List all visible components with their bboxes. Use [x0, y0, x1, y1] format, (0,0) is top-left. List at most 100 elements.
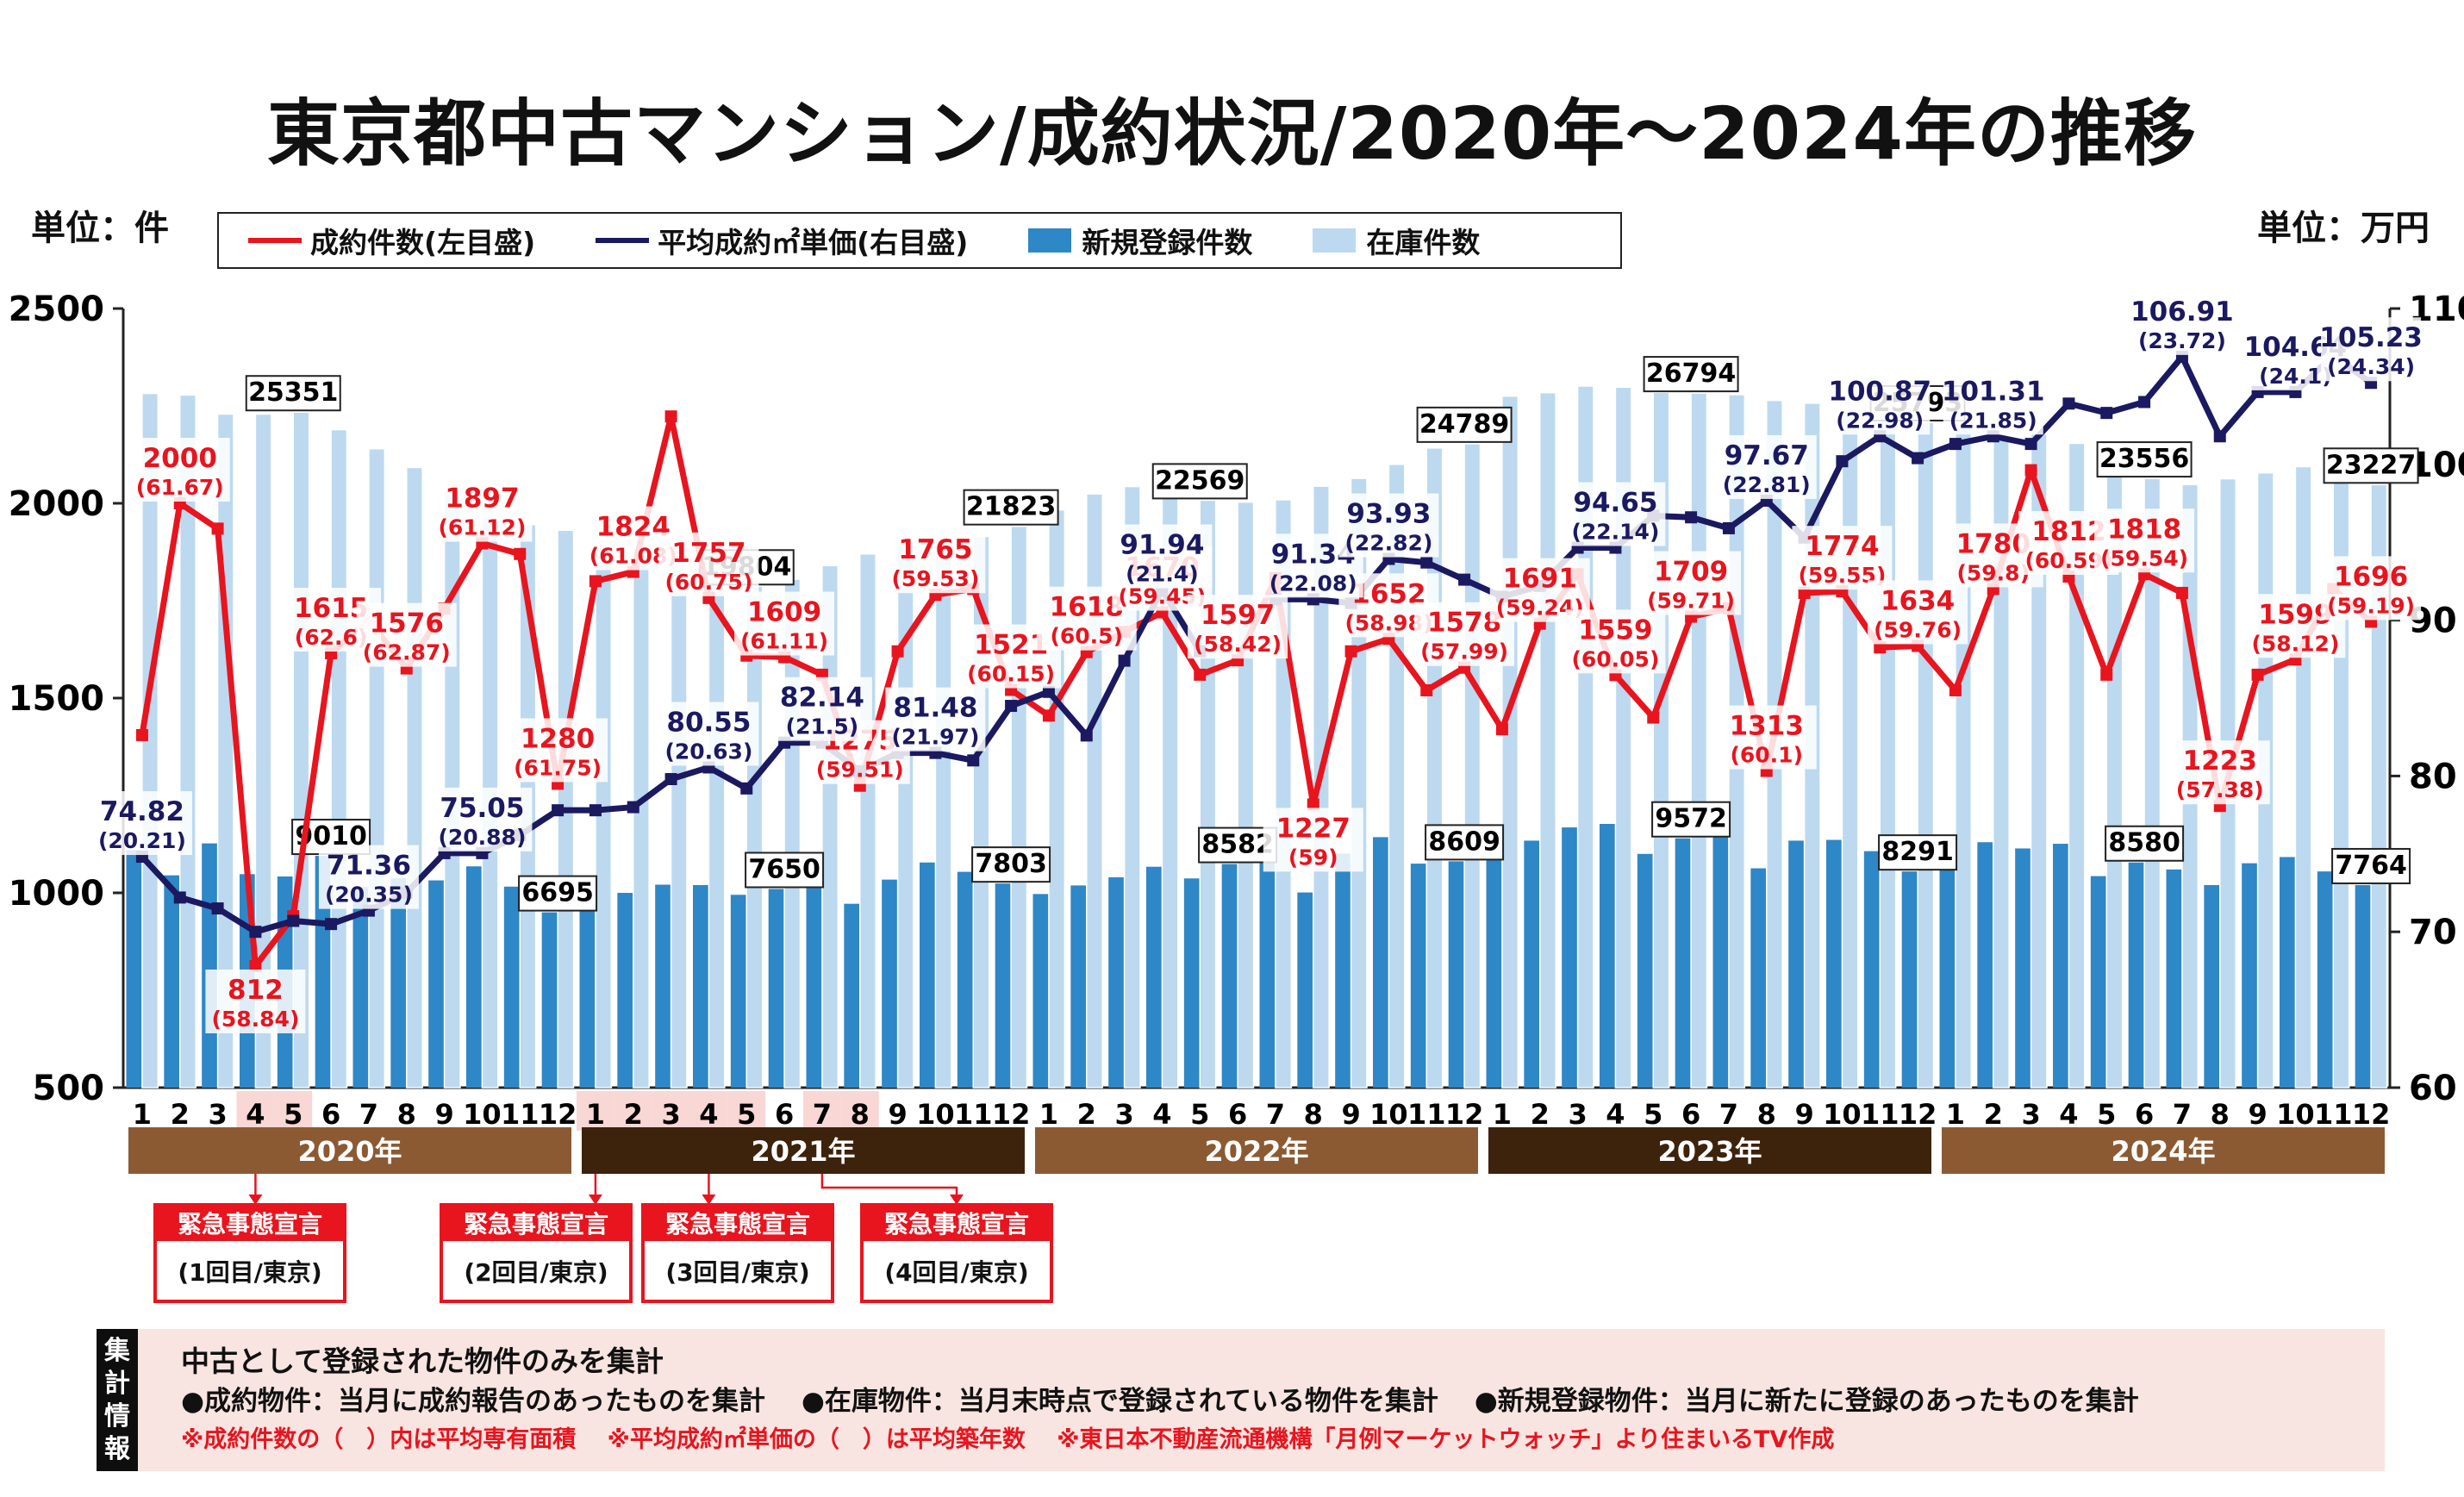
month-label: 2 [624, 1098, 643, 1131]
month-label: 10 [1369, 1098, 1408, 1131]
contracts-value-label: 1615 [294, 593, 368, 624]
contracts-value-label: 1599 [2258, 599, 2332, 630]
contracts-point [1344, 645, 1357, 658]
new-listings-bar [995, 883, 1012, 1088]
new-listings-bar [2053, 844, 2069, 1088]
new-listings-bar [1939, 851, 1956, 1088]
emergency-sub: (3回目/東京) [665, 1258, 809, 1287]
year-label: 2023年 [1657, 1135, 1762, 1168]
month-label: 11 [1861, 1098, 1899, 1131]
contracts-value-label-sub: (58.42) [1194, 632, 1282, 657]
inventory-bar [1841, 409, 1859, 1088]
contracts-value-label: 1897 [445, 483, 519, 515]
price-value-label-bg [658, 702, 759, 766]
contracts-value-label: 1280 [521, 723, 595, 754]
new-listings-bar [1259, 859, 1276, 1088]
contracts-point [514, 547, 527, 560]
emergency-sub: (1回目/東京) [178, 1258, 321, 1287]
month-label: 12 [539, 1098, 577, 1131]
contracts-value-label: 1223 [2183, 745, 2257, 777]
price-value-label-bg [1830, 371, 1931, 435]
contracts-value-label-bg [1716, 705, 1817, 770]
month-label: 5 [284, 1098, 303, 1131]
month-label: 11 [501, 1098, 540, 1131]
new-listings-bar [2015, 848, 2031, 1088]
new-listings-bar [503, 886, 521, 1088]
contracts-value-label: 1576 [370, 608, 444, 639]
legend-new-listings: 新規登録件数 [1028, 220, 1252, 261]
month-label: 10 [2276, 1098, 2315, 1131]
month-label: 9 [1794, 1098, 1813, 1131]
month-label: 1 [1946, 1098, 1965, 1131]
new-listings-bar [202, 843, 218, 1088]
price-value-label: 97.67 [1725, 440, 1809, 471]
new-listings-bar [1562, 827, 1578, 1088]
contracts-value-label-sub: (59.8) [1956, 560, 2030, 585]
price-point [1420, 556, 1433, 569]
new-listings-value-label: 7764 [2335, 851, 2407, 881]
contracts-value-label-bg [2321, 556, 2422, 621]
new-listings-value-label: 7650 [748, 854, 820, 884]
left-tick-label: 1000 [9, 874, 104, 914]
month-label: 7 [1719, 1098, 1738, 1131]
inventory-bar [330, 428, 348, 1088]
new-listings-bar [352, 887, 369, 1088]
contracts-value-label-sub: (57.99) [1420, 639, 1508, 664]
month-label: 1 [1493, 1098, 1512, 1131]
contracts-value-label-sub: (62.6) [295, 625, 368, 650]
price-value-label-bg [1716, 434, 1817, 499]
price-value-label: 91.94 [1120, 530, 1204, 561]
contracts-value-label-sub: (61.75) [514, 755, 602, 780]
price-point [664, 773, 677, 786]
contracts-point [589, 575, 602, 588]
inventory-bar [633, 547, 650, 1088]
new-listings-bar [1183, 878, 1201, 1088]
price-value-label-bg [2321, 317, 2422, 382]
new-listings-bar [1750, 868, 1767, 1088]
right-unit-label: 単位：万円 [2257, 209, 2430, 248]
month-label: 9 [2248, 1098, 2267, 1131]
new-listings-bar [806, 882, 822, 1088]
new-listings-bar [2166, 869, 2182, 1088]
month-label: 2 [171, 1098, 190, 1131]
contracts-value-label: 1618 [1050, 592, 1124, 623]
month-label: 1 [133, 1098, 152, 1131]
month-label: 8 [851, 1098, 870, 1131]
footer-tag-char: 報 [104, 1433, 130, 1464]
new-listings-bar [957, 871, 974, 1088]
year-band [1942, 1127, 2385, 1174]
contracts-value-label: 1634 [1881, 585, 1955, 616]
contracts-value-label-bg [1188, 595, 1288, 659]
emergency-box-header [441, 1205, 631, 1241]
price-value-label-bg [318, 845, 419, 909]
price-point [1722, 521, 1735, 534]
price-value-label-sub: (22.82) [1344, 531, 1432, 556]
inventory-value-label-box [1151, 463, 1248, 500]
month-label: 8 [1757, 1098, 1776, 1131]
price-value-label: 94.65 [1573, 488, 1657, 519]
left-tick-label: 2000 [9, 484, 104, 524]
emergency-box-header [862, 1205, 1051, 1241]
month-label: 11 [1407, 1098, 1446, 1131]
month-label: 4 [1152, 1098, 1171, 1131]
inventory-bar [1463, 443, 1482, 1088]
price-value-label-sub: (24.34) [2327, 354, 2415, 379]
contracts-point [1647, 711, 1660, 724]
contracts-value-label-bg [1263, 808, 1363, 872]
contracts-value-label: 1227 [1276, 813, 1351, 844]
new-listings-value-label-box [1425, 824, 1505, 861]
contracts-value-label: 1313 [1730, 711, 1804, 742]
page-title: 東京都中古マンション/成約状況/2020年～2024年の推移 [267, 91, 2197, 176]
month-label: 1 [586, 1098, 605, 1131]
legend-inventory: 在庫件数 [1313, 220, 1480, 261]
new-listings-bar [655, 884, 671, 1088]
price-point [1080, 729, 1093, 742]
contracts-value-label-sub: (59) [1288, 845, 1338, 870]
new-listings-value-label: 7803 [975, 849, 1047, 879]
month-label: 7 [813, 1098, 832, 1131]
contracts-value-label-bg [885, 529, 986, 594]
inventory-bar [1237, 501, 1255, 1088]
price-point [627, 801, 639, 814]
year-band [1035, 1127, 1478, 1174]
price-value-label: 105.23 [2319, 322, 2423, 353]
